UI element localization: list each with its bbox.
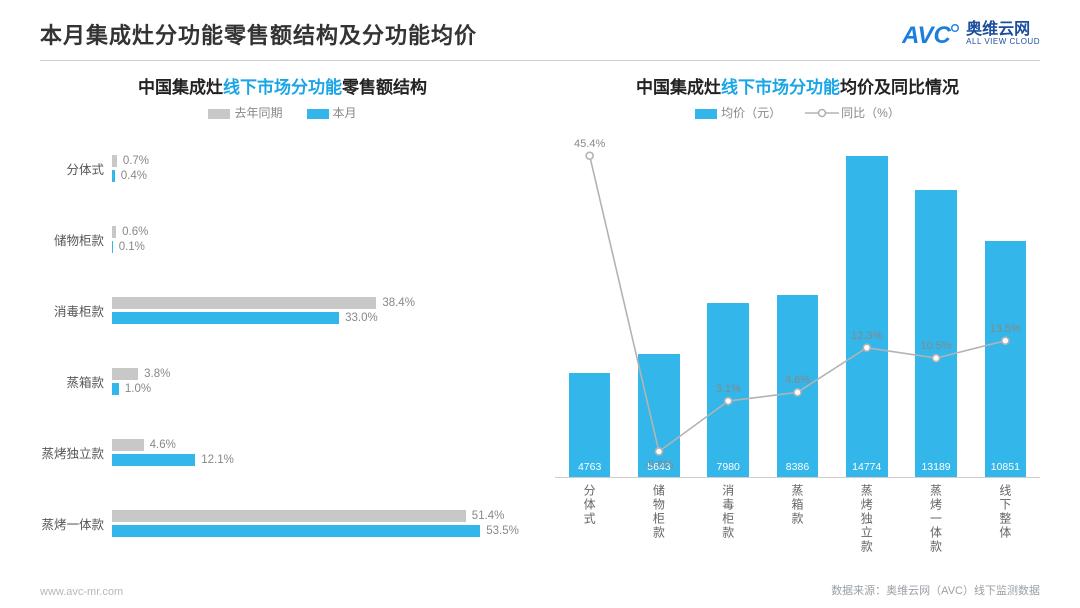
- left-chart: 中国集成灶线下市场分功能零售额结构 去年同期 本月 分体式 0.7% 0.4% 储物柜…: [40, 73, 525, 559]
- hbar-row: 蒸箱款 3.8% 1.0%: [40, 368, 525, 395]
- hbar-category-label: 储物柜款: [40, 230, 112, 249]
- hbar-category-label: 分体式: [40, 159, 112, 178]
- yoy-value-label: -5.6%: [645, 459, 674, 471]
- hbar-bar: [112, 454, 195, 466]
- hbar-bar: [112, 226, 116, 238]
- hbar-bar: [112, 312, 339, 324]
- brand-name-cn: 奥维云网: [966, 22, 1040, 38]
- footer-right: 数据来源：奥维云网（AVC）线下监测数据: [831, 582, 1040, 598]
- hbar-row: 消毒柜款 38.4% 33.0%: [40, 297, 525, 324]
- hbar-value-label: 4.6%: [150, 439, 176, 451]
- hbar-category-label: 消毒柜款: [40, 301, 112, 320]
- combo-area: 4763564379808386147741318910851 45.4%-5.…: [555, 129, 1040, 559]
- xaxis-tick: 储物柜款: [624, 478, 693, 559]
- hbar-plot: 分体式 0.7% 0.4% 储物柜款 0.6% 0.1% 消毒柜款 38.4% 33.0% 蒸箱款…: [40, 129, 525, 559]
- right-chart-title: 中国集成灶线下市场分功能均价及同比情况: [555, 73, 1040, 98]
- brand-name-en: ALL VIEW CLOUD: [966, 38, 1040, 46]
- hbar-value-label: 0.6%: [122, 226, 148, 238]
- yoy-value-label: 45.4%: [574, 138, 605, 150]
- hbar-value-label: 0.7%: [123, 155, 149, 167]
- hbar-row: 蒸烤独立款 4.6% 12.1%: [40, 439, 525, 466]
- yoy-value-label: 13.5%: [990, 323, 1021, 335]
- xaxis-tick: 蒸烤独立款: [832, 478, 901, 559]
- svg-text:AVC: AVC: [902, 22, 952, 49]
- hbar-bar: [112, 368, 138, 380]
- left-chart-legend: 去年同期 本月: [40, 104, 525, 121]
- hbar-bar: [112, 383, 119, 395]
- yoy-line: [555, 129, 1040, 477]
- right-chart: 中国集成灶线下市场分功能均价及同比情况 均价（元） 同比（%） 47635643…: [555, 73, 1040, 559]
- xaxis-tick: 蒸箱款: [763, 478, 832, 559]
- hbar-value-label: 33.0%: [345, 312, 378, 324]
- combo-plot: 4763564379808386147741318910851 45.4%-5.…: [555, 129, 1040, 477]
- hbar-category-label: 蒸烤一体款: [40, 514, 112, 533]
- hbar-bar: [112, 439, 144, 451]
- hbar-bar: [112, 525, 480, 537]
- hbar-bar: [112, 155, 117, 167]
- yoy-value-label: 12.3%: [851, 330, 882, 342]
- hbar-bar: [112, 241, 113, 253]
- hbar-value-label: 12.1%: [201, 454, 234, 466]
- xaxis-tick: 蒸烤一体款: [901, 478, 970, 559]
- legend-item-last-year: 去年同期: [208, 104, 282, 121]
- hbar-value-label: 38.4%: [382, 297, 415, 309]
- hbar-value-label: 1.0%: [125, 383, 151, 395]
- hbar-row: 储物柜款 0.6% 0.1%: [40, 226, 525, 253]
- hbar-value-label: 51.4%: [472, 510, 505, 522]
- hbar-category-label: 蒸箱款: [40, 372, 112, 391]
- legend-item-price: 均价（元）: [695, 104, 781, 121]
- hbar-row: 分体式 0.7% 0.4%: [40, 155, 525, 182]
- left-chart-title: 中国集成灶线下市场分功能零售额结构: [40, 73, 525, 98]
- yoy-value-label: 4.6%: [785, 374, 810, 386]
- hbar-row: 蒸烤一体款 51.4% 53.5%: [40, 510, 525, 537]
- footer-left: www.avc-mr.com: [40, 586, 123, 598]
- page-title: 本月集成灶分功能零售额结构及分功能均价: [40, 18, 477, 50]
- combo-xaxis: 分体式储物柜款消毒柜款蒸箱款蒸烤独立款蒸烤一体款线下整体: [555, 477, 1040, 559]
- hbar-bar: [112, 297, 376, 309]
- hbar-value-label: 53.5%: [486, 525, 519, 537]
- xaxis-tick: 分体式: [555, 478, 624, 559]
- yoy-value-label: 10.5%: [920, 340, 951, 352]
- hbar-value-label: 0.1%: [119, 241, 145, 253]
- hbar-bar: [112, 510, 466, 522]
- xaxis-tick: 线下整体: [971, 478, 1040, 559]
- brand-logo: AVC 奥维云网 ALL VIEW CLOUD: [902, 19, 1040, 49]
- legend-item-yoy: 同比（%）: [805, 104, 900, 121]
- hbar-category-label: 蒸烤独立款: [40, 443, 112, 462]
- hbar-bar: [112, 170, 115, 182]
- avc-logo-icon: AVC: [902, 19, 960, 49]
- xaxis-tick: 消毒柜款: [694, 478, 763, 559]
- yoy-value-label: 3.1%: [716, 383, 741, 395]
- hbar-value-label: 3.8%: [144, 368, 170, 380]
- hbar-value-label: 0.4%: [121, 170, 147, 182]
- right-chart-legend: 均价（元） 同比（%）: [555, 104, 1040, 121]
- legend-item-this-month: 本月: [307, 104, 357, 121]
